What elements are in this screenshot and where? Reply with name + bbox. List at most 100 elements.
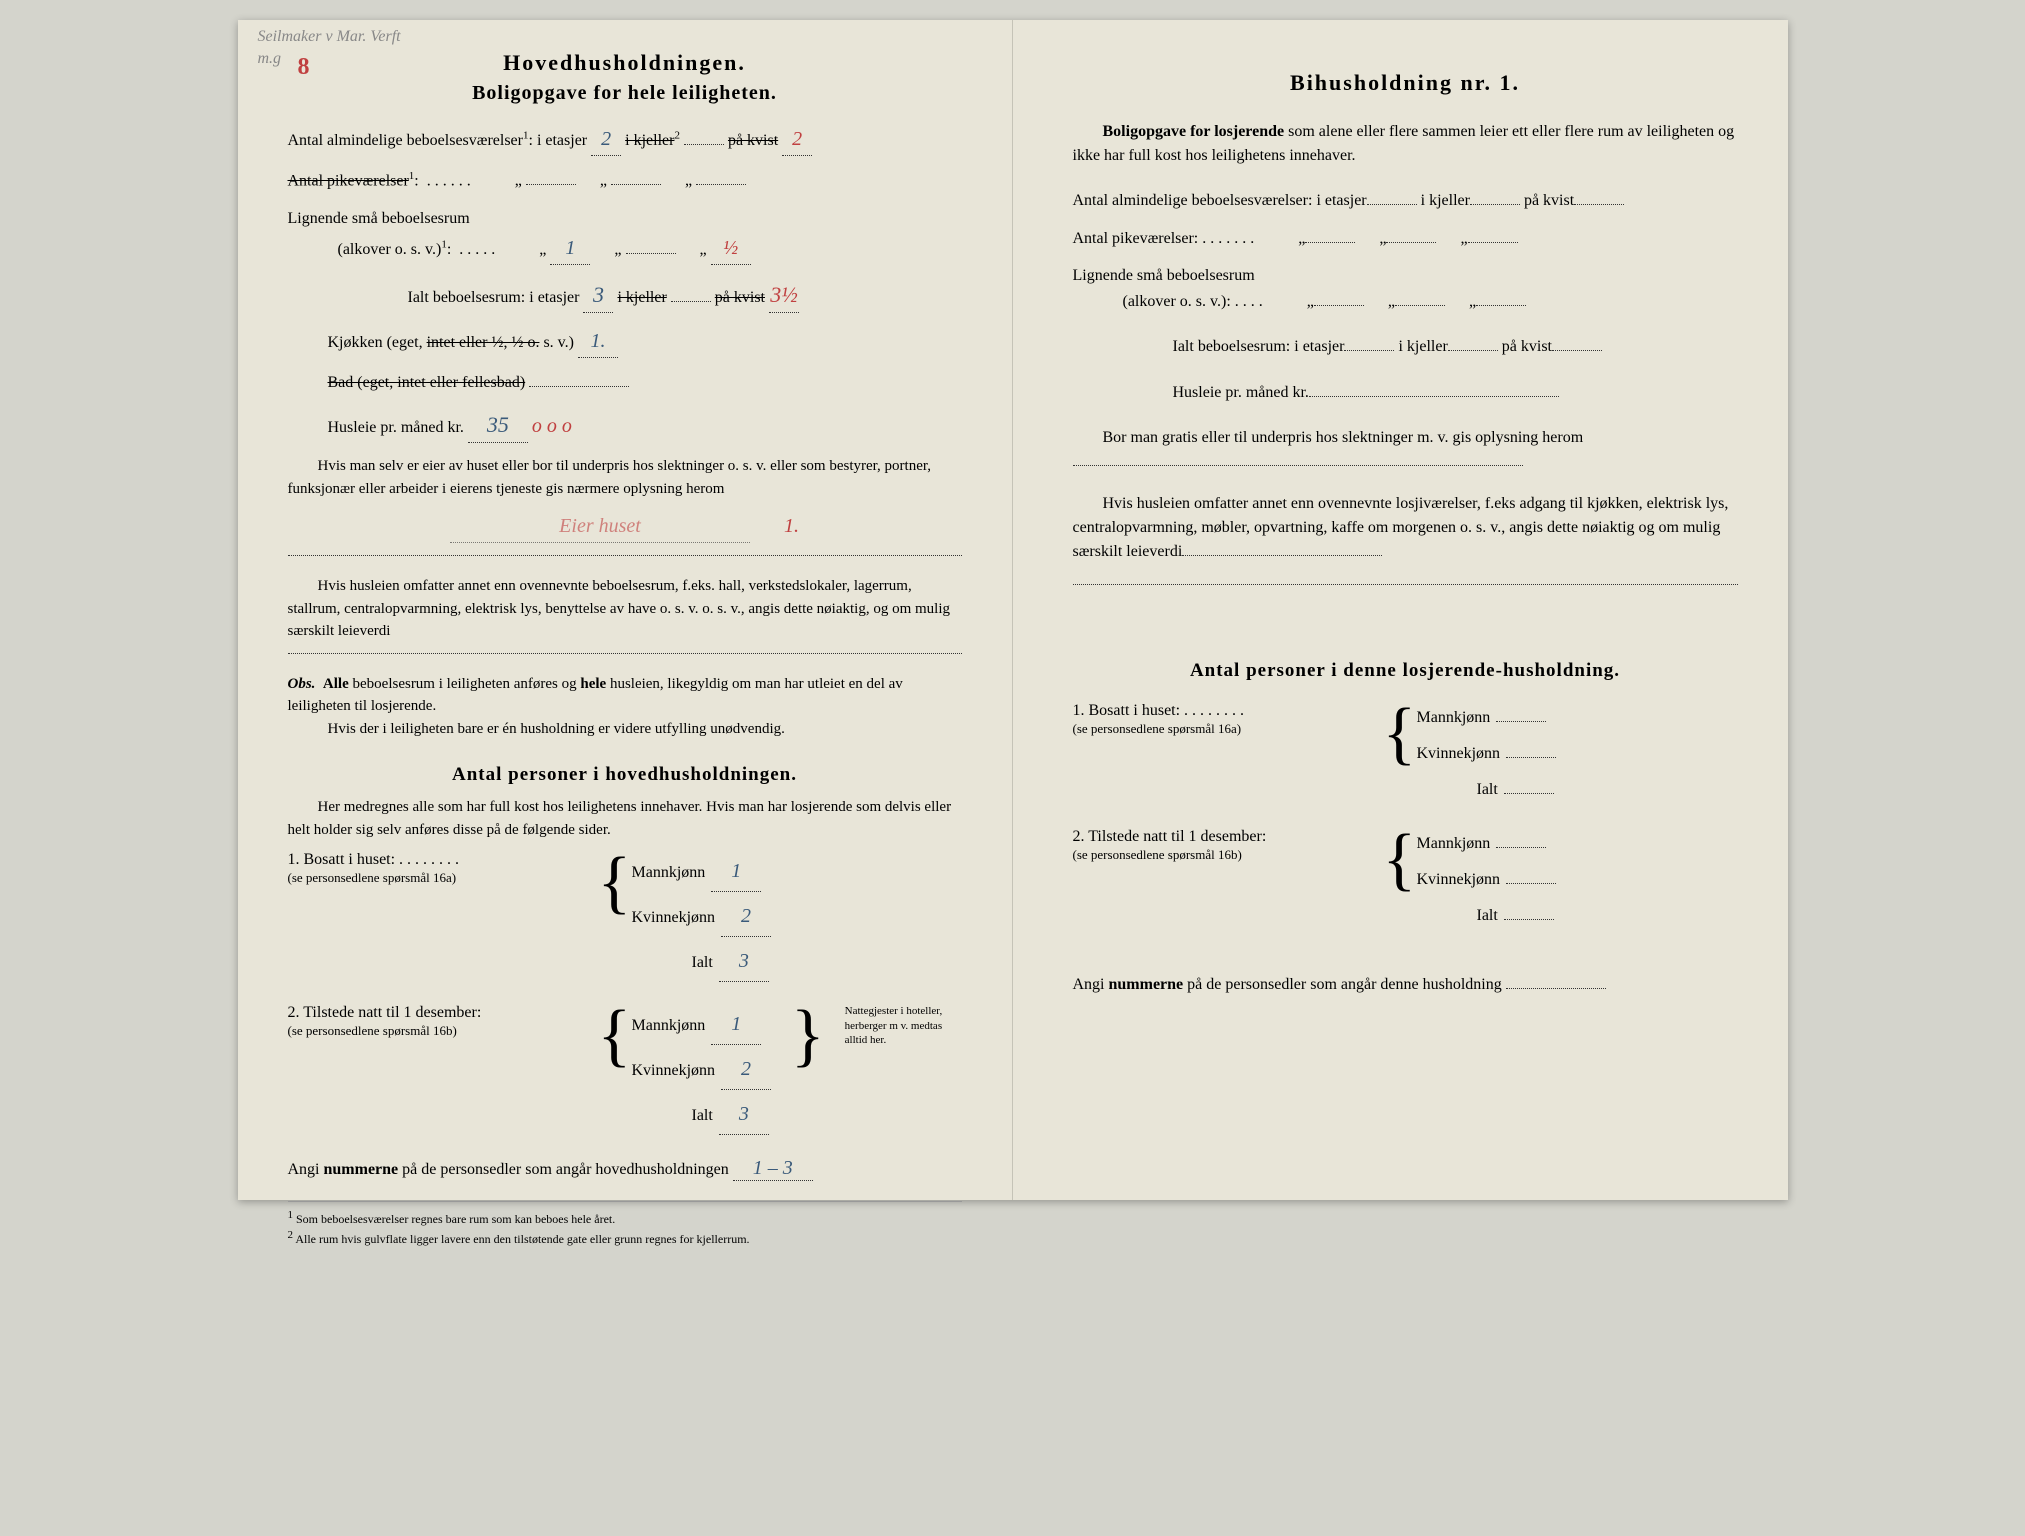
p1-m: 1: [711, 851, 761, 892]
r-rooms-etasjer: [1367, 204, 1417, 205]
mann-label-2: Mannkjønn: [632, 1017, 706, 1034]
r-alc-e: [1314, 305, 1364, 306]
r-person-block-2: 2. Tilstede natt til 1 desember: (se per…: [1073, 828, 1738, 936]
p1-k: 2: [721, 896, 771, 937]
rp2-label-block: 2. Tilstede natt til 1 desember: (se per…: [1073, 828, 1363, 864]
brace-icon-2: {: [598, 1004, 612, 1064]
kjokken-strike: intet eller ½, ½ o.: [427, 334, 540, 351]
r-ialt-kv: [1552, 350, 1602, 351]
pa-kvist-label: på kvist: [728, 132, 778, 149]
red-number: 8: [298, 54, 310, 81]
obs-label: Obs.: [288, 676, 316, 692]
r-gratis: Bor man gratis eller til underpris hos s…: [1073, 426, 1738, 474]
right-intro: Boligopgave for losjerende som alene ell…: [1073, 120, 1738, 168]
ialt-etasjer-label: i etasjer: [529, 289, 579, 306]
obs-3: hele: [580, 676, 606, 692]
alcove-sub: (alkover o. s. v.): [338, 241, 442, 258]
owner-written-line: Eier huset 1.: [288, 510, 962, 543]
r-ialt-e-label: i etasjer: [1294, 338, 1344, 355]
alcove-line: Lignende små beboelsesrum (alkover o. s.…: [288, 206, 962, 265]
rp1-label-block: 1. Bosatt i huset: . . . . . . . . (se p…: [1073, 702, 1363, 738]
r-rent-line: Husleie pr. måned kr.: [1173, 380, 1738, 406]
rp2-t: [1504, 919, 1554, 920]
r-mann-1: Mannkjønn: [1417, 709, 1491, 726]
alcove-kjeller: [626, 253, 676, 254]
rp1-sub: (se personsedlene spørsmål 16a): [1073, 721, 1242, 736]
p1-label-block: 1. Bosatt i huset: . . . . . . . . (se p…: [288, 851, 578, 887]
persons-title: Antal personer i hovedhusholdningen.: [288, 764, 962, 786]
owner-text: Hvis man selv er eier av huset eller bor…: [288, 455, 962, 500]
ialt-kvist-value: 3½: [769, 277, 799, 313]
r-gratis-val: [1073, 465, 1523, 466]
blank-line-2: [288, 653, 962, 654]
side-note: Nattegjester i hoteller, herberger m v. …: [845, 1004, 945, 1047]
extra-text: Hvis husleien omfatter annet enn ovennev…: [288, 575, 962, 643]
rooms-line: Antal almindelige beboelsesværelser1: i …: [288, 123, 962, 156]
r-alc-k: [1395, 305, 1445, 306]
p1-label: 1. Bosatt i huset: . . . . . . . .: [288, 851, 460, 868]
r-pike-k: [1386, 242, 1436, 243]
mann-label: Mannkjønn: [632, 864, 706, 881]
fn2-text: Alle rum hvis gulvflate ligger lavere en…: [295, 1232, 749, 1246]
persons-intro: Her medregnes alle som har full kost hos…: [288, 796, 962, 841]
alcove-kvist-value: ½: [711, 232, 751, 265]
p2-sub: (se personsedlene spørsmål 16b): [288, 1023, 457, 1038]
kjokken-value: 1.: [578, 325, 618, 358]
r-alc-kv: [1476, 305, 1526, 306]
p2-label: 2. Tilstede natt til 1 desember:: [288, 1004, 482, 1021]
p2-label-block: 2. Tilstede natt til 1 desember: (se per…: [288, 1004, 578, 1040]
pencil-annotation: Seilmaker v Mar. Verft: [258, 28, 401, 46]
bottom-label: Angi nummerne på de personsedler som ang…: [288, 1161, 729, 1178]
ialt-label: Ialt beboelsesrum:: [408, 289, 526, 306]
r-pike-line: Antal pikeværelser: . . . . . . . „ „ „: [1073, 226, 1738, 252]
i-kjeller-label: i kjeller: [625, 132, 674, 149]
ialt-kvist-label: på kvist: [715, 289, 765, 306]
main-title: Hovedhusholdningen.: [288, 50, 962, 76]
fn-1: 1 Som beboelsesværelser regnes bare rum …: [288, 1208, 962, 1228]
rent-line: Husleie pr. måned kr. 35 o o o: [328, 407, 962, 443]
rp2-sub: (se personsedlene spørsmål 16b): [1073, 847, 1242, 862]
r-ialt-1: Ialt: [1477, 781, 1498, 798]
r-ialt-k-label: i kjeller: [1398, 338, 1447, 355]
right-page: Bihusholdning nr. 1. Boligopgave for los…: [1013, 20, 1788, 1200]
left-page: Seilmaker v Mar. Verft m.g 8 Hovedhushol…: [238, 20, 1013, 1200]
ialt-label-2: Ialt: [692, 1107, 713, 1124]
r-gratis-text: Bor man gratis eller til underpris hos s…: [1103, 429, 1584, 446]
brace-icon: {: [598, 851, 612, 911]
fn1-text: Som beboelsesværelser regnes bare rum so…: [296, 1212, 615, 1226]
husleie-red: o o o: [532, 415, 572, 437]
obs-2: beboelsesrum i leiligheten anføres og: [353, 676, 577, 692]
bad-label: Bad (eget, intet eller fellesbad): [328, 374, 526, 391]
r-brace-2: {: [1383, 828, 1397, 888]
ialt-label-1: Ialt: [692, 954, 713, 971]
kjokken-label: Kjøkken (eget,: [328, 334, 423, 351]
p1-values: Mannkjønn1 Kvinnekjønn2 Ialt3: [632, 851, 772, 986]
r-alcove-label: Lignende små beboelsesrum: [1073, 267, 1255, 284]
r-rooms-label: Antal almindelige beboelsesværelser:: [1073, 192, 1313, 209]
ialt-kjeller-label: i kjeller: [617, 289, 666, 306]
obs-1: Alle: [323, 676, 349, 692]
rp2-m: [1496, 847, 1546, 848]
p1-sub: (se personsedlene spørsmål 16a): [288, 870, 457, 885]
bad-value: [529, 386, 629, 387]
rp1-values: Mannkjønn Kvinnekjønn Ialt: [1417, 702, 1557, 810]
pike-kjeller: [611, 184, 661, 185]
r-rooms-line: Antal almindelige beboelsesværelser: i e…: [1073, 188, 1738, 214]
kvinne-label: Kvinnekjønn: [632, 909, 716, 926]
husleie-label: Husleie pr. måned kr.: [328, 419, 464, 436]
rooms-label: Antal almindelige beboelsesværelser: [288, 132, 523, 149]
r-bottom-line: Angi nummerne på de personsedler som ang…: [1073, 976, 1738, 994]
rp2-label: 2. Tilstede natt til 1 desember:: [1073, 828, 1267, 845]
rp1-t: [1504, 793, 1554, 794]
rooms-kjeller-value: [684, 144, 724, 145]
kjokken-end: s. v.): [543, 334, 574, 351]
rp2-k: [1506, 883, 1556, 884]
rp1-m: [1496, 721, 1546, 722]
fn-2: 2 Alle rum hvis gulvflate ligger lavere …: [288, 1228, 962, 1248]
pike-etasjer: [526, 184, 576, 185]
pike-line: Antal pikeværelser1: . . . . . . „ „ „: [288, 168, 962, 194]
p2-values: Mannkjønn1 Kvinnekjønn2 Ialt3: [632, 1004, 772, 1139]
r-persons-title: Antal personer i denne losjerende-hushol…: [1073, 660, 1738, 682]
ialt-etasjer-value: 3: [583, 277, 613, 313]
rp1-k: [1506, 757, 1556, 758]
